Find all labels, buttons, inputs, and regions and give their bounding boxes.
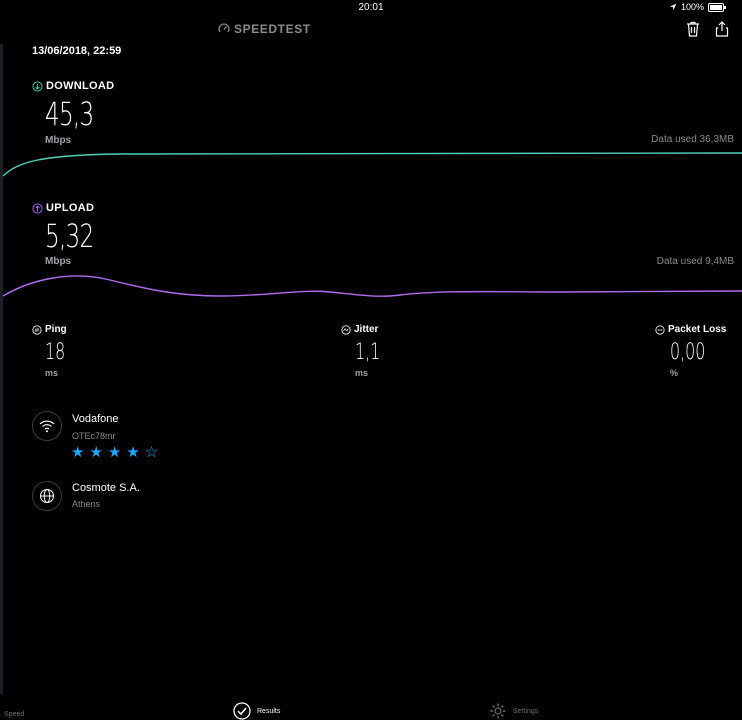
packet-loss-label-text: Packet Loss <box>668 324 727 335</box>
tab-results-label: Results <box>257 707 281 715</box>
packet-loss-unit: % <box>670 368 679 378</box>
provider-rating[interactable]: ★ ★ ★ ★ ☆ <box>71 445 158 460</box>
checkmark-circle-icon <box>233 702 251 720</box>
battery-percent: 100% <box>680 2 704 12</box>
upload-label-text: UPLOAD <box>46 202 95 214</box>
ping-label-text: Ping <box>45 324 67 335</box>
star-filled-icon[interactable]: ★ <box>107 444 122 461</box>
star-filled-icon[interactable]: ★ <box>126 444 140 461</box>
download-value: 45,3 <box>45 95 94 133</box>
jitter-unit: ms <box>355 368 369 378</box>
speedtest-logo-icon <box>218 23 230 33</box>
location-arrow-icon <box>669 3 677 11</box>
jitter-label: Jitter <box>341 324 378 335</box>
globe-icon-badge <box>32 481 62 511</box>
jitter-icon <box>341 324 351 335</box>
tab-settings[interactable]: Settings <box>489 702 538 720</box>
gear-icon <box>490 703 506 719</box>
packet-loss-icon <box>655 324 665 335</box>
upload-graph <box>2 275 742 297</box>
star-filled-icon[interactable]: ★ <box>71 444 85 461</box>
star-empty-icon[interactable]: ☆ <box>144 444 159 461</box>
app-title-text: SPEEDTEST <box>234 22 311 36</box>
packet-loss-value: 0,00 <box>670 340 706 365</box>
tab-results[interactable]: Results <box>233 702 280 720</box>
tab-speed[interactable]: Speed <box>4 711 24 718</box>
ping-icon <box>32 324 42 335</box>
ping-value: 18 <box>45 340 66 365</box>
server-name: Cosmote S.A. <box>72 482 140 494</box>
battery-icon <box>708 2 726 12</box>
ping-unit: ms <box>45 368 59 378</box>
download-data-used: Data used 36,3MB <box>651 134 734 145</box>
trash-icon[interactable] <box>684 20 702 38</box>
star-filled-icon[interactable]: ★ <box>89 444 103 461</box>
app-title: SPEEDTEST <box>218 22 311 36</box>
server-location: Athens <box>72 499 101 509</box>
download-unit: Mbps <box>45 135 72 146</box>
share-icon[interactable] <box>713 20 731 38</box>
left-divider <box>0 44 3 694</box>
status-bar-right: 100% <box>669 2 726 12</box>
upload-arrow-icon <box>32 202 43 214</box>
upload-label: UPLOAD <box>32 202 94 214</box>
jitter-label-text: Jitter <box>354 324 379 335</box>
tab-speed-label: Speed <box>4 711 25 718</box>
ping-label: Ping <box>32 324 67 335</box>
download-graph <box>2 152 742 177</box>
packet-loss-label: Packet Loss <box>655 324 726 335</box>
upload-data-used: Data used 9,4MB <box>656 256 734 267</box>
download-label: DOWNLOAD <box>32 80 114 92</box>
globe-icon <box>40 489 54 503</box>
download-arrow-icon <box>32 80 43 92</box>
upload-unit: Mbps <box>45 256 72 267</box>
upload-value: 5,32 <box>45 217 94 255</box>
wifi-ssid: OTEc78mr <box>72 431 116 441</box>
tab-settings-label: Settings <box>513 707 539 715</box>
wifi-icon-badge <box>32 411 62 441</box>
result-date: 13/06/2018, 22:59 <box>32 45 122 57</box>
download-label-text: DOWNLOAD <box>46 80 115 92</box>
wifi-icon <box>39 420 55 433</box>
wifi-provider-name: Vodafone <box>72 413 119 425</box>
jitter-value: 1,1 <box>355 340 381 365</box>
status-bar-time: 20:01 <box>358 2 384 13</box>
